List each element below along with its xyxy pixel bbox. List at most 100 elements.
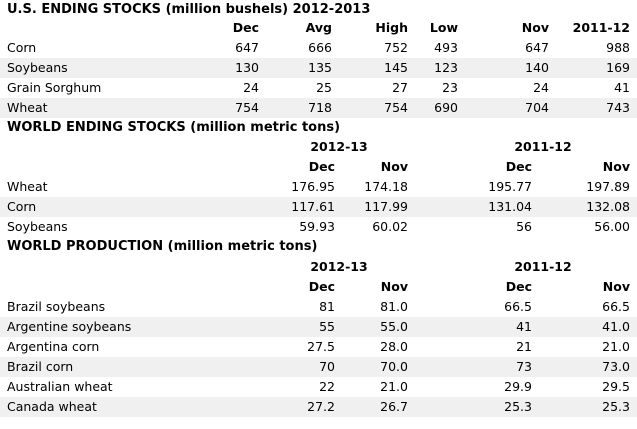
table-cell: 647 xyxy=(235,40,259,55)
world-production-title: WORLD PRODUCTION (million metric tons) xyxy=(7,239,318,254)
table-cell: 66.5 xyxy=(504,299,532,314)
row-label: Australian wheat xyxy=(7,379,113,394)
row-label: Argentina corn xyxy=(7,339,100,354)
table-cell: 41 xyxy=(516,319,532,334)
table-row: Wheat 754 718 754 690 704 743 xyxy=(0,98,637,118)
row-label: Soybeans xyxy=(7,219,68,234)
table-cell: 27.5 xyxy=(307,339,335,354)
table-cell: 754 xyxy=(235,100,259,115)
column-header: 2011-12 xyxy=(572,20,630,35)
table-cell: 29.9 xyxy=(504,379,532,394)
table-cell: 174.18 xyxy=(364,179,408,194)
table-cell: 197.89 xyxy=(586,179,630,194)
column-header: Nov xyxy=(602,279,630,294)
table-cell: 60.02 xyxy=(372,219,408,234)
column-header: Dec xyxy=(505,279,532,294)
column-header: Nov xyxy=(380,159,408,174)
world-production-group-row: 2012-13 2011-12 xyxy=(0,257,637,277)
table-cell: 56 xyxy=(516,219,532,234)
row-label: Argentine soybeans xyxy=(7,319,132,334)
table-row: Soybeans 59.93 60.02 56 56.00 xyxy=(0,217,637,237)
table-cell: 25 xyxy=(316,80,332,95)
world-stocks-group-row: 2012-13 2011-12 xyxy=(0,137,637,157)
table-cell: 21.0 xyxy=(602,339,630,354)
row-label: Brazil corn xyxy=(7,359,74,374)
row-label: Grain Sorghum xyxy=(7,80,102,95)
column-header: Low xyxy=(429,20,458,35)
table-cell: 647 xyxy=(525,40,549,55)
table-cell: 131.04 xyxy=(488,199,532,214)
table-cell: 176.95 xyxy=(291,179,335,194)
table-cell: 743 xyxy=(606,100,630,115)
table-cell: 81 xyxy=(319,299,335,314)
table-cell: 56.00 xyxy=(594,219,630,234)
table-cell: 988 xyxy=(606,40,630,55)
table-cell: 73.0 xyxy=(602,359,630,374)
column-header: Avg xyxy=(305,20,332,35)
table-row: Brazil corn 70 70.0 73 73.0 xyxy=(0,357,637,377)
group-header-2011-12: 2011-12 xyxy=(514,259,572,274)
column-header: High xyxy=(375,20,408,35)
table-cell: 135 xyxy=(308,60,332,75)
table-cell: 117.99 xyxy=(364,199,408,214)
table-cell: 130 xyxy=(235,60,259,75)
table-cell: 666 xyxy=(308,40,332,55)
table-row: Soybeans 130 135 145 123 140 169 xyxy=(0,58,637,78)
column-header: Nov xyxy=(602,159,630,174)
group-header-2012-13: 2012-13 xyxy=(310,139,368,154)
row-label: Canada wheat xyxy=(7,399,97,414)
table-row: Canada wheat 27.2 26.7 25.3 25.3 xyxy=(0,397,637,417)
table-cell: 23 xyxy=(442,80,458,95)
table-cell: 145 xyxy=(384,60,408,75)
table-cell: 754 xyxy=(384,100,408,115)
table-cell: 41 xyxy=(614,80,630,95)
table-cell: 27 xyxy=(392,80,408,95)
table-cell: 195.77 xyxy=(488,179,532,194)
us-stocks-header-row: Dec Avg High Low Nov 2011-12 xyxy=(0,18,637,38)
table-row: Corn 117.61 117.99 131.04 132.08 xyxy=(0,197,637,217)
table-cell: 55 xyxy=(319,319,335,334)
table-cell: 55.0 xyxy=(380,319,408,334)
table-cell: 28.0 xyxy=(380,339,408,354)
table-row: Grain Sorghum 24 25 27 23 24 41 xyxy=(0,78,637,98)
world-stocks-title: WORLD ENDING STOCKS (million metric tons… xyxy=(7,120,341,135)
row-label: Brazil soybeans xyxy=(7,299,106,314)
table-cell: 22 xyxy=(319,379,335,394)
column-header: Dec xyxy=(232,20,259,35)
table-cell: 41.0 xyxy=(602,319,630,334)
row-label: Soybeans xyxy=(7,60,68,75)
table-row: Wheat 176.95 174.18 195.77 197.89 xyxy=(0,177,637,197)
world-production-header-row: Dec Nov Dec Nov xyxy=(0,277,637,297)
table-cell: 704 xyxy=(525,100,549,115)
group-header-2011-12: 2011-12 xyxy=(514,139,572,154)
table-cell: 117.61 xyxy=(291,199,335,214)
table-cell: 24 xyxy=(243,80,259,95)
row-label: Wheat xyxy=(7,179,48,194)
column-header: Dec xyxy=(308,279,335,294)
row-label: Corn xyxy=(7,199,37,214)
table-cell: 25.3 xyxy=(504,399,532,414)
table-cell: 25.3 xyxy=(602,399,630,414)
row-label: Corn xyxy=(7,40,37,55)
table-row: Argentina corn 27.5 28.0 21 21.0 xyxy=(0,337,637,357)
column-header: Dec xyxy=(505,159,532,174)
table-cell: 21.0 xyxy=(380,379,408,394)
table-cell: 752 xyxy=(384,40,408,55)
column-header: Dec xyxy=(308,159,335,174)
table-cell: 81.0 xyxy=(380,299,408,314)
column-header: Nov xyxy=(380,279,408,294)
table-cell: 140 xyxy=(525,60,549,75)
row-label: Wheat xyxy=(7,100,48,115)
world-stocks-header-row: Dec Nov Dec Nov xyxy=(0,157,637,177)
table-row: Brazil soybeans 81 81.0 66.5 66.5 xyxy=(0,297,637,317)
table-cell: 73 xyxy=(516,359,532,374)
table-cell: 21 xyxy=(516,339,532,354)
table-row: Corn 647 666 752 493 647 988 xyxy=(0,38,637,58)
table-cell: 690 xyxy=(434,100,458,115)
table-cell: 123 xyxy=(434,60,458,75)
table-cell: 718 xyxy=(308,100,332,115)
table-row: Argentine soybeans 55 55.0 41 41.0 xyxy=(0,317,637,337)
table-cell: 27.2 xyxy=(307,399,335,414)
table-cell: 24 xyxy=(533,80,549,95)
table-cell: 169 xyxy=(606,60,630,75)
